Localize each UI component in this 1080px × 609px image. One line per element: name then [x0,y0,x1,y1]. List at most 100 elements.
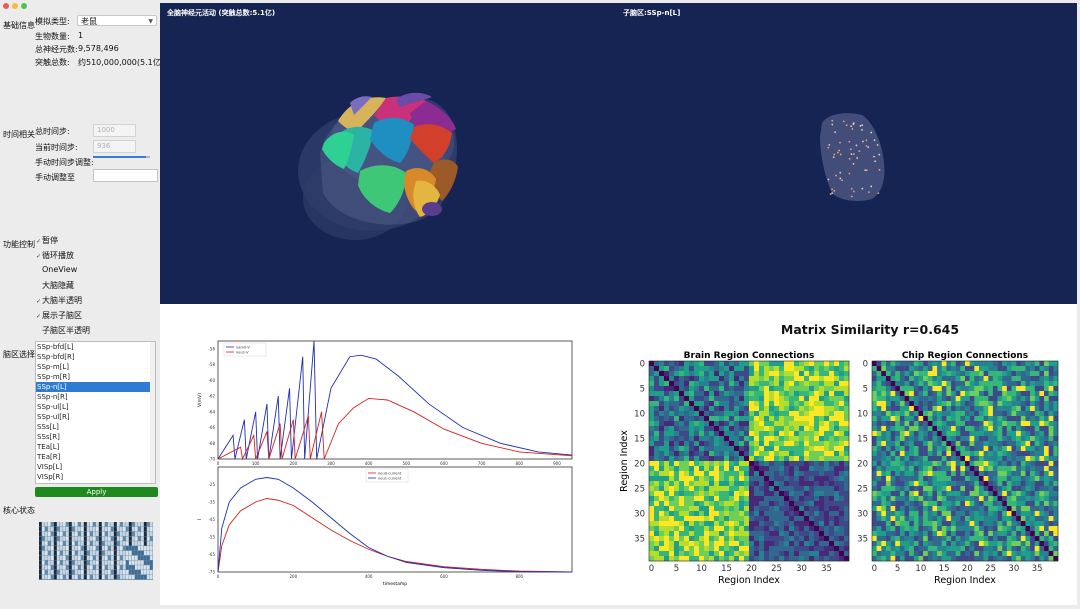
x-tick-label: 0 [217,574,220,579]
x-tick-label: 500 [402,461,410,466]
y-axis-label: V(mV) [197,393,203,407]
region-list-scrollbar[interactable] [150,342,155,483]
synapse-total-label: 突触总数: [35,58,70,67]
legend-entry: neu0-current [378,472,402,476]
time-step-slider-fill [93,156,147,158]
heatmap-y-tick: 0 [640,360,645,370]
manual-step-adjust-label: 手动时间步调整: [35,158,94,167]
current-step-input[interactable]: 936 [93,140,136,153]
heatmap-y-tick: 25 [857,485,868,495]
function-checkbox-3[interactable]: 大脑隐藏 [36,280,74,291]
region-list-item[interactable]: SSp-bfd[L] [37,343,74,351]
heatmap-y-tick: 25 [634,485,645,495]
time-step-slider[interactable] [93,156,150,158]
region-section-title: 脑区选择 [3,350,35,359]
check-icon: ✓ [36,253,42,260]
function-checkbox-5[interactable]: ✓展示子脑区 [36,310,82,321]
heatmap-y-tick: 20 [634,460,645,470]
core-status-grid [39,522,153,580]
heatmap-frame [648,360,850,562]
heatmap-frame [871,360,1059,562]
y-tick-label: -62 [208,394,215,399]
y-tick-label: -65 [208,552,215,557]
whole-brain-view-title: 全脑神经元活动 (突触总数:5.1亿) [167,9,276,17]
region-list-item[interactable]: SSp-m[L] [37,363,70,371]
plots-canvas: 0 100 200 300 400 500 600 700 800 900-70-68-66-64… [197,322,1059,587]
x-tick-label: 600 [440,461,448,466]
manual-goto-input[interactable] [93,169,158,182]
region-list-item[interactable]: SSp-ul[L] [37,403,69,411]
heatmap-y-tick: 5 [863,385,868,395]
heatmap-x-tick: 35 [1032,564,1043,574]
region-list-item[interactable]: SSs[R] [37,433,60,441]
heatmap-y-label: Region Index [619,430,630,492]
function-checkbox-label: 暂停 [42,236,58,245]
close-window-icon[interactable] [3,3,9,9]
region-list-item[interactable]: TEa[R] [37,453,61,461]
minimize-window-icon[interactable] [12,3,18,9]
series-line-1 [217,397,573,461]
region-list-item[interactable]: SSp-ul[R] [37,413,70,421]
total-steps-input[interactable]: 1000 [93,124,136,137]
heatmap-x-label: Region Index [718,575,780,586]
region-list-item[interactable]: SSp-bfd[R] [37,353,75,361]
y-tick-label: -64 [208,409,215,414]
heatmap-y-tick: 15 [634,435,645,445]
y-tick-label: -70 [208,457,215,462]
total-steps-label: 总时间步: [35,127,70,136]
sim-type-select[interactable]: 老鼠 ▼ [77,15,157,26]
chevron-down-icon: ▼ [148,18,153,25]
function-section-title: 功能控制 [3,240,35,249]
region-list-item[interactable]: VISp[L] [37,463,63,471]
region-list-item[interactable]: SSs[L] [37,423,59,431]
brain-render [298,92,885,240]
function-checkbox-6[interactable]: 子脑区半透明 [36,325,90,336]
heatmap-main-title: Matrix Similarity r=0.645 [781,322,959,337]
plots-panel: 0 100 200 300 400 500 600 700 800 900 -70 -68 -66 -64… [160,304,1077,605]
y-tick-label: -75 [208,570,215,575]
region-list-item[interactable]: VISp[R] [37,473,64,481]
region-list-item[interactable]: SSp-n[R] [37,393,68,401]
heatmap-x-tick: 25 [771,564,782,574]
function-checkbox-label: 子脑区半透明 [42,326,90,335]
function-checkbox-label: 大脑隐藏 [42,281,74,290]
x-tick-label: 400 [365,461,373,466]
series-line-0 [217,340,573,460]
zoom-window-icon[interactable] [21,3,27,9]
function-checkbox-4[interactable]: ✓大脑半透明 [36,295,82,306]
neuron-total-label: 总神经元数: [35,45,78,54]
heatmap-x-tick: 15 [721,564,732,574]
region-list-item[interactable]: TEa[L] [37,443,60,451]
heatmap-y-tick: 15 [857,435,868,445]
function-checkbox-2[interactable]: OneView [36,265,77,274]
apply-button[interactable]: Apply [35,487,158,497]
heatmap-x-tick: 30 [796,564,807,574]
voltage-plot-frame [217,340,573,460]
heatmap-x-tick: 25 [985,564,996,574]
function-checkbox-1[interactable]: ✓循环播放 [36,250,74,261]
time-section-title: 时间相关 [3,130,35,139]
whole-brain-model [298,92,458,240]
heatmap-x-tick: 5 [895,564,900,574]
heatmap-x-tick: 0 [649,564,654,574]
y-tick-label: -45 [208,517,215,522]
region-listbox[interactable]: SSp-bfd[L] SSp-bfd[R] SSp-m[L] SSp-m[R] SSp-… [35,341,156,484]
region-list-item[interactable]: SSp-m[R] [37,373,71,381]
legend-box [223,342,267,357]
x-tick-label: 800 [515,574,523,579]
y-tick-label: -25 [208,482,215,487]
y-tick-label: -68 [208,441,215,446]
function-checkbox-0[interactable]: ✓暂停 [36,235,58,246]
heatmap-y-tick: 35 [634,535,645,545]
function-checkbox-label: 展示子脑区 [42,311,82,320]
x-tick-label: 800 [515,461,523,466]
heatmap-y-tick: 20 [857,460,868,470]
check-icon: ✓ [36,313,42,320]
x-tick-label: 600 [440,574,448,579]
heatmap-x-tick: 10 [696,564,707,574]
heatmap-x-label: Region Index [934,575,996,586]
y-tick-label: -35 [208,500,215,505]
region-list-item[interactable]: SSp-n[L] [36,382,155,392]
y-tick-label: -58 [208,362,215,367]
brain-3d-view[interactable]: 全脑神经元活动 (突触总数:5.1亿) 子脑区:SSp-n[L] [160,3,1077,304]
